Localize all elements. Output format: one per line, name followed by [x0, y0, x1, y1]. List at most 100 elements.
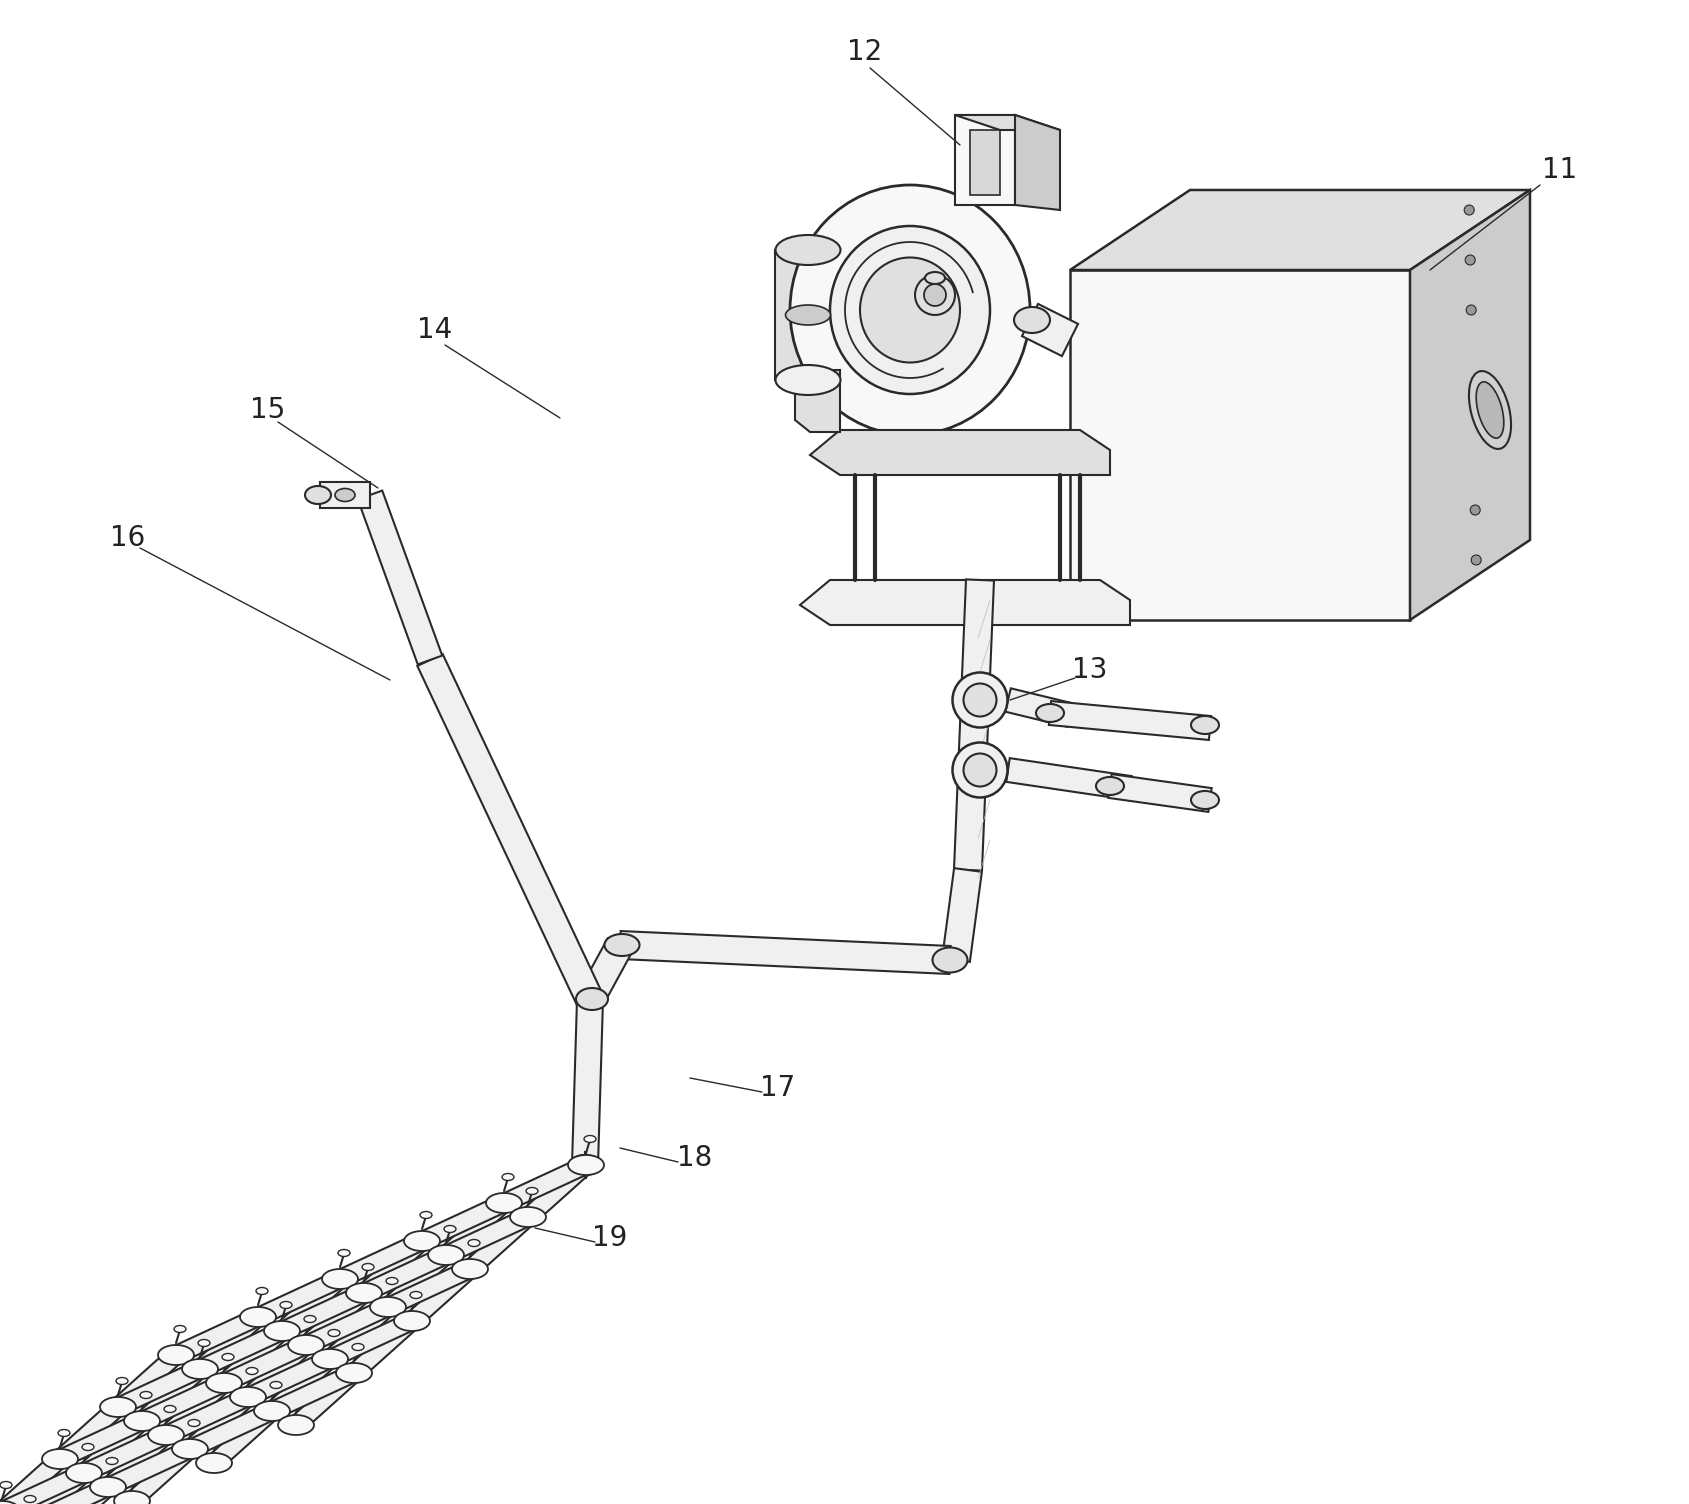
Ellipse shape [486, 1193, 522, 1214]
Polygon shape [172, 1157, 589, 1363]
Polygon shape [208, 1196, 510, 1469]
Polygon shape [127, 1235, 427, 1504]
Ellipse shape [122, 1495, 144, 1504]
Text: 18: 18 [677, 1145, 713, 1172]
Ellipse shape [279, 1415, 314, 1435]
Polygon shape [1071, 190, 1530, 271]
Text: 16: 16 [110, 523, 145, 552]
Ellipse shape [387, 1277, 399, 1284]
Ellipse shape [775, 235, 841, 265]
Text: 11: 11 [1542, 156, 1578, 183]
Ellipse shape [574, 1160, 596, 1172]
Ellipse shape [1191, 716, 1219, 734]
Ellipse shape [1191, 791, 1219, 809]
Polygon shape [291, 1158, 593, 1432]
Ellipse shape [187, 1420, 199, 1426]
Ellipse shape [172, 1439, 208, 1459]
Polygon shape [954, 114, 1061, 129]
Text: 19: 19 [593, 1224, 628, 1251]
Ellipse shape [263, 1321, 301, 1342]
Text: 14: 14 [417, 316, 453, 344]
Polygon shape [775, 250, 839, 381]
Ellipse shape [247, 1367, 258, 1375]
Polygon shape [573, 1000, 603, 1166]
Ellipse shape [280, 1301, 292, 1308]
Ellipse shape [453, 1259, 488, 1278]
Polygon shape [954, 114, 1015, 205]
Ellipse shape [860, 257, 959, 362]
Ellipse shape [0, 1481, 12, 1489]
Ellipse shape [24, 1495, 35, 1502]
Ellipse shape [932, 948, 968, 973]
Ellipse shape [164, 1406, 176, 1412]
Ellipse shape [370, 1296, 405, 1318]
Ellipse shape [140, 1391, 152, 1399]
Ellipse shape [306, 486, 331, 504]
Ellipse shape [323, 1269, 358, 1289]
Ellipse shape [517, 1211, 539, 1223]
Ellipse shape [90, 1477, 127, 1496]
Ellipse shape [123, 1411, 160, 1430]
Polygon shape [811, 430, 1110, 475]
Polygon shape [1108, 775, 1211, 812]
Polygon shape [796, 370, 839, 432]
Ellipse shape [569, 1155, 601, 1175]
Circle shape [1464, 205, 1474, 215]
Ellipse shape [304, 1316, 316, 1322]
Ellipse shape [963, 683, 997, 716]
Ellipse shape [926, 272, 946, 284]
Ellipse shape [159, 1345, 194, 1366]
Ellipse shape [130, 1471, 142, 1478]
Circle shape [924, 284, 946, 305]
Ellipse shape [829, 226, 990, 394]
Ellipse shape [42, 1448, 78, 1469]
Polygon shape [417, 654, 603, 1006]
Ellipse shape [1013, 307, 1051, 332]
Ellipse shape [49, 1453, 71, 1465]
Ellipse shape [351, 1343, 365, 1351]
Ellipse shape [182, 1360, 218, 1379]
Ellipse shape [149, 1424, 184, 1445]
Ellipse shape [1035, 704, 1064, 722]
Circle shape [1471, 555, 1481, 566]
Ellipse shape [113, 1490, 150, 1504]
Polygon shape [954, 579, 995, 871]
Ellipse shape [294, 1396, 306, 1403]
Polygon shape [44, 1272, 346, 1504]
Text: 17: 17 [760, 1074, 796, 1102]
Ellipse shape [83, 1444, 95, 1450]
Polygon shape [56, 1260, 475, 1468]
Ellipse shape [240, 1307, 275, 1327]
Ellipse shape [953, 743, 1008, 797]
Polygon shape [115, 1209, 532, 1415]
Polygon shape [1022, 304, 1078, 356]
Polygon shape [1049, 701, 1211, 740]
Ellipse shape [336, 1363, 372, 1384]
Polygon shape [0, 1364, 358, 1504]
Polygon shape [1005, 689, 1073, 726]
Ellipse shape [100, 1397, 137, 1417]
Polygon shape [0, 1348, 182, 1504]
Ellipse shape [106, 1457, 118, 1465]
Ellipse shape [334, 489, 355, 501]
Ellipse shape [605, 934, 640, 957]
Ellipse shape [576, 988, 608, 1011]
Ellipse shape [253, 1402, 291, 1421]
Text: 12: 12 [848, 38, 883, 66]
Polygon shape [801, 581, 1130, 626]
Text: 13: 13 [1073, 656, 1108, 684]
Ellipse shape [66, 1463, 101, 1483]
Ellipse shape [785, 305, 831, 325]
Circle shape [915, 275, 954, 314]
Ellipse shape [198, 1340, 209, 1346]
Ellipse shape [289, 1336, 324, 1355]
Ellipse shape [328, 1330, 339, 1337]
Ellipse shape [312, 1349, 348, 1369]
Polygon shape [1410, 190, 1530, 620]
Ellipse shape [1476, 382, 1503, 438]
Ellipse shape [285, 1418, 307, 1430]
Ellipse shape [1469, 371, 1512, 450]
Ellipse shape [775, 365, 841, 396]
Polygon shape [969, 129, 1000, 196]
Ellipse shape [510, 1208, 546, 1227]
